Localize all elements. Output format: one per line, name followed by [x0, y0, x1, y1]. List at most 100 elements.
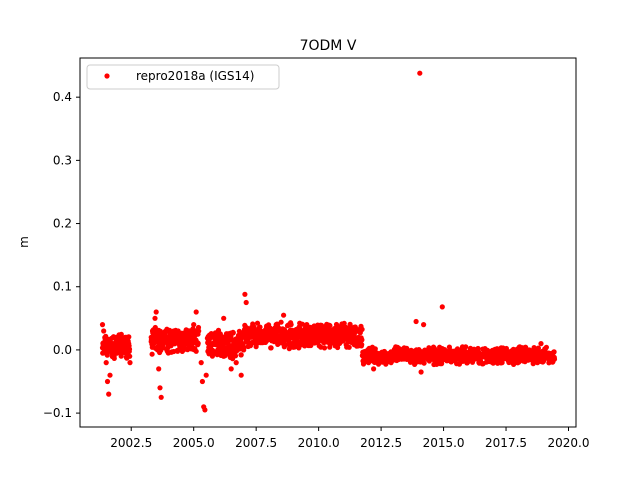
data-point	[296, 328, 302, 334]
data-point	[333, 341, 339, 347]
y-tick-label: 0.4	[53, 90, 72, 104]
data-point	[366, 360, 372, 366]
data-point	[166, 334, 172, 340]
data-point	[242, 291, 248, 297]
data-point	[256, 328, 262, 334]
data-point	[149, 351, 155, 357]
data-point	[421, 360, 427, 366]
data-point	[341, 337, 347, 343]
data-point	[226, 347, 232, 353]
data-point	[108, 347, 114, 353]
data-point	[398, 353, 404, 359]
data-point	[126, 341, 132, 347]
y-tick-label: −0.1	[43, 406, 72, 420]
data-point	[471, 347, 477, 353]
data-point	[321, 345, 328, 351]
data-point	[243, 299, 249, 306]
data-point	[127, 353, 133, 359]
data-point	[107, 372, 113, 378]
data-point	[411, 350, 417, 356]
y-tick-label: 0.1	[53, 280, 72, 294]
data-point	[520, 350, 527, 356]
data-point	[326, 334, 332, 340]
data-point	[195, 340, 201, 346]
data-point	[543, 344, 550, 350]
data-point	[372, 346, 378, 352]
data-point	[378, 353, 384, 359]
data-point	[418, 369, 424, 375]
data-point	[157, 385, 163, 391]
data-point	[186, 334, 192, 340]
data-point	[118, 353, 124, 359]
data-point	[388, 360, 394, 366]
data-point	[458, 350, 464, 356]
data-point	[413, 318, 419, 325]
data-point	[238, 372, 244, 378]
data-point	[196, 328, 202, 334]
data-point	[156, 366, 162, 372]
legend: repro2018a (IGS14)	[86, 64, 280, 90]
data-point	[238, 352, 244, 358]
data-point	[327, 323, 333, 329]
legend-marker	[104, 73, 110, 79]
data-point	[99, 322, 106, 328]
x-tick-label: 2017.5	[485, 436, 527, 450]
data-point	[359, 342, 365, 348]
data-point	[158, 394, 164, 400]
y-tick-label: 0.3	[53, 153, 72, 167]
data-point	[149, 328, 156, 334]
data-point	[148, 334, 154, 340]
legend-label: repro2018a (IGS14)	[136, 69, 254, 83]
chart-title: 7ODM V	[300, 38, 357, 54]
data-point	[232, 353, 239, 359]
data-point	[533, 353, 539, 359]
data-point	[102, 341, 108, 347]
data-point	[163, 328, 169, 334]
data-point	[483, 353, 489, 359]
data-point	[241, 347, 247, 353]
data-point	[211, 334, 217, 340]
data-point	[268, 345, 274, 351]
data-point	[446, 353, 452, 359]
x-tick-label: 2007.5	[235, 436, 277, 450]
data-point	[106, 391, 112, 397]
data-point	[121, 347, 127, 353]
data-point	[127, 360, 133, 366]
data-point	[221, 315, 227, 321]
y-tick-label: 0.0	[53, 343, 72, 357]
data-point	[371, 366, 377, 372]
y-axis-label: m	[17, 236, 31, 248]
data-point	[318, 322, 325, 328]
data-point	[508, 354, 514, 361]
data-point	[551, 349, 557, 355]
data-point	[181, 341, 187, 347]
data-point	[428, 347, 434, 353]
data-point	[538, 341, 544, 347]
data-point	[254, 320, 261, 326]
data-point	[346, 344, 352, 350]
data-point	[303, 334, 309, 340]
data-point	[103, 360, 109, 366]
x-tick-label: 2010.0	[298, 436, 340, 450]
data-point	[116, 341, 122, 347]
data-point	[104, 378, 111, 385]
data-point	[123, 334, 129, 340]
data-point	[545, 350, 552, 356]
data-point	[193, 309, 199, 315]
data-point	[198, 360, 204, 366]
y-axis-ticks: −0.1 0.0 0.1 0.2 0.3 0.4	[43, 90, 80, 420]
data-point	[171, 328, 177, 334]
data-point	[152, 315, 158, 321]
x-tick-label: 2002.5	[110, 436, 152, 450]
x-axis-ticks: 2002.5 2005.0 2007.5 2010.0 2012.5 2015.0 2017…	[110, 427, 590, 450]
data-point	[417, 70, 423, 76]
data-point	[359, 326, 365, 332]
data-point	[361, 353, 367, 359]
data-point	[421, 322, 427, 328]
data-point	[233, 360, 239, 366]
x-tick-label: 2015.0	[423, 436, 465, 450]
data-point	[202, 407, 208, 413]
data-points	[99, 70, 558, 413]
data-point	[288, 322, 294, 328]
